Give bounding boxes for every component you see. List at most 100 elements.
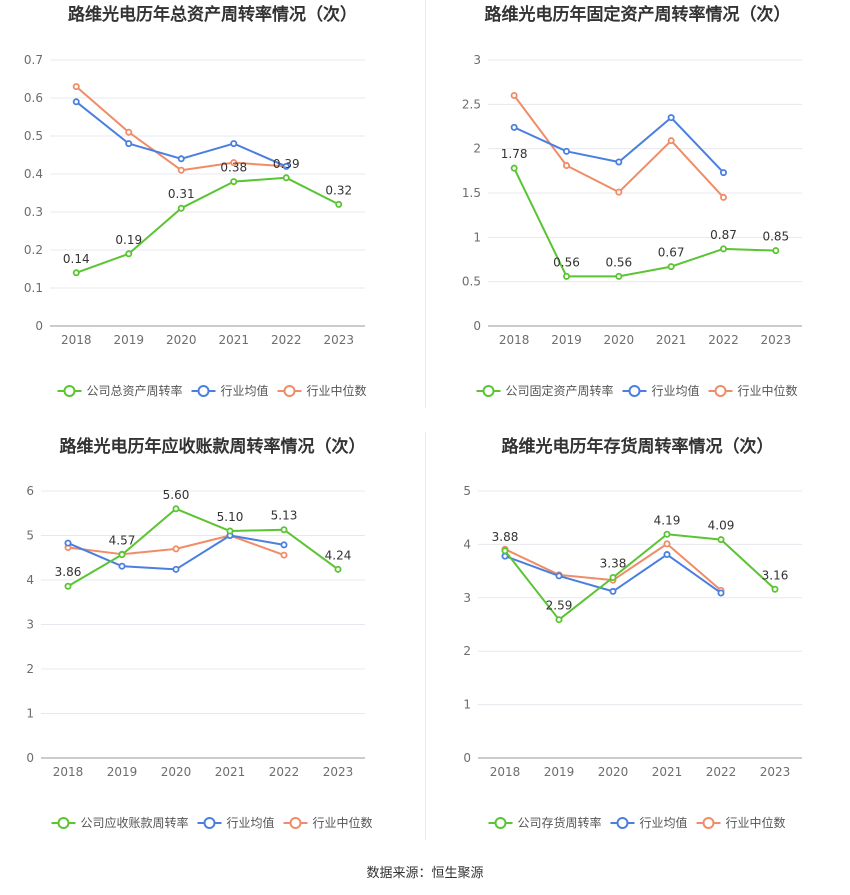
legend-item-avg[interactable]: 行业均值 bbox=[610, 815, 688, 830]
data-label: 0.56 bbox=[605, 255, 632, 269]
series-avg bbox=[64, 532, 288, 573]
data-point-median bbox=[663, 540, 671, 548]
y-tick-label: 1.5 bbox=[462, 186, 481, 200]
data-label: 5.10 bbox=[217, 510, 244, 524]
data-point-company bbox=[663, 530, 671, 538]
data-point-median bbox=[172, 545, 180, 553]
data-point-avg bbox=[125, 140, 133, 148]
legend-item-median[interactable]: 行业中位数 bbox=[277, 383, 367, 398]
vertical-divider-top bbox=[425, 0, 426, 408]
y-tick-label: 0.6 bbox=[24, 91, 43, 105]
chart-4: 路维光电历年存货周转率情况（次） 0 1 2 3 4 5 2018 2019 2020 2021 20… bbox=[463, 436, 802, 830]
data-label: 2.59 bbox=[546, 599, 573, 613]
y-tick-label: 0 bbox=[26, 751, 34, 765]
data-point-median bbox=[177, 166, 185, 174]
legend-item-median[interactable]: 行业中位数 bbox=[696, 815, 786, 830]
x-tick-label: 2020 bbox=[161, 765, 192, 779]
data-point-avg bbox=[563, 147, 571, 155]
y-tick-label: 2 bbox=[463, 644, 471, 658]
x-tick-label: 2020 bbox=[166, 333, 197, 347]
data-point-avg bbox=[615, 158, 623, 166]
data-point-avg bbox=[64, 539, 72, 547]
data-point-avg bbox=[717, 589, 725, 597]
x-tick-label: 2019 bbox=[544, 765, 575, 779]
chart-title: 路维光电历年应收账款周转率情况（次） bbox=[60, 436, 366, 457]
x-tick-label: 2018 bbox=[499, 333, 530, 347]
y-tick-label: 2.5 bbox=[462, 97, 481, 111]
legend-item-avg[interactable]: 行业均值 bbox=[622, 383, 700, 398]
x-tick-label: 2021 bbox=[652, 765, 683, 779]
series-company bbox=[64, 505, 342, 590]
data-point-median bbox=[510, 91, 518, 99]
legend-item-avg[interactable]: 行业均值 bbox=[197, 815, 275, 830]
data-point-company bbox=[335, 200, 343, 208]
y-tick-label: 1 bbox=[473, 230, 481, 244]
data-label: 4.19 bbox=[654, 513, 681, 527]
x-tick-label: 2021 bbox=[656, 333, 687, 347]
data-point-median bbox=[563, 162, 571, 170]
legend-item-company[interactable]: 公司总资产周转率 bbox=[57, 383, 183, 398]
series-company bbox=[72, 174, 343, 277]
legend-item-company[interactable]: 公司应收账款周转率 bbox=[51, 815, 189, 830]
legend-item-avg[interactable]: 行业均值 bbox=[191, 383, 269, 398]
y-tick-label: 3 bbox=[463, 591, 471, 605]
x-tick-label: 2022 bbox=[706, 765, 737, 779]
series-line-company bbox=[75, 176, 340, 274]
legend: 公司固定资产周转率 行业均值 行业中位数 bbox=[476, 383, 798, 398]
legend-item-median[interactable]: 行业中位数 bbox=[283, 815, 373, 830]
data-label: 1.78 bbox=[501, 147, 528, 161]
x-tick-label: 2022 bbox=[269, 765, 300, 779]
data-label: 3.38 bbox=[600, 557, 627, 571]
data-point-avg bbox=[609, 587, 617, 595]
data-point-company bbox=[501, 547, 509, 555]
series-median bbox=[510, 91, 728, 201]
data-point-avg bbox=[663, 551, 671, 559]
data-point-avg bbox=[510, 123, 518, 131]
data-label: 0.32 bbox=[325, 183, 352, 197]
legend-item-median[interactable]: 行业中位数 bbox=[708, 383, 798, 398]
data-source-note: 数据来源：恒生聚源 bbox=[366, 866, 484, 881]
legend-circle-icon bbox=[57, 817, 70, 829]
legend-item-company[interactable]: 公司存货周转率 bbox=[488, 815, 602, 830]
legend-circle-icon bbox=[702, 817, 715, 829]
data-point-median bbox=[720, 193, 728, 201]
data-point-avg bbox=[282, 162, 290, 170]
y-tick-label: 4 bbox=[463, 537, 471, 551]
x-tick-label: 2023 bbox=[323, 333, 354, 347]
y-tick-label: 0.1 bbox=[24, 281, 43, 295]
legend-item-company[interactable]: 公司固定资产周转率 bbox=[476, 383, 614, 398]
x-tick-label: 2019 bbox=[113, 333, 144, 347]
data-point-company bbox=[555, 616, 563, 624]
y-tick-label: 2 bbox=[473, 142, 481, 156]
data-label: 5.13 bbox=[271, 509, 298, 523]
data-point-company bbox=[280, 526, 288, 534]
x-tick-label: 2021 bbox=[218, 333, 249, 347]
legend-circle-icon bbox=[616, 817, 629, 829]
y-tick-label: 0.3 bbox=[24, 205, 43, 219]
legend: 公司总资产周转率 行业均值 行业中位数 bbox=[57, 383, 367, 398]
legend-label: 行业中位数 bbox=[738, 383, 798, 398]
data-label: 4.57 bbox=[109, 534, 136, 548]
data-point-company bbox=[125, 250, 133, 258]
x-tick-label: 2020 bbox=[598, 765, 629, 779]
y-tick-label: 0 bbox=[463, 751, 471, 765]
legend-label: 行业中位数 bbox=[307, 383, 367, 398]
data-point-company bbox=[609, 574, 617, 582]
legend-circle-icon bbox=[714, 385, 727, 397]
chart-title: 路维光电历年存货周转率情况（次） bbox=[502, 436, 774, 457]
x-tick-label: 2019 bbox=[107, 765, 138, 779]
data-label: 3.16 bbox=[762, 568, 789, 582]
legend-label: 行业均值 bbox=[640, 815, 688, 830]
data-point-avg bbox=[72, 98, 80, 106]
x-tick-label: 2023 bbox=[323, 765, 354, 779]
x-tick-label: 2018 bbox=[53, 765, 84, 779]
legend-label: 公司固定资产周转率 bbox=[506, 383, 614, 398]
data-point-median bbox=[280, 551, 288, 559]
y-tick-label: 0.5 bbox=[462, 275, 481, 289]
data-label: 0.67 bbox=[658, 246, 685, 260]
x-tick-label: 2019 bbox=[551, 333, 582, 347]
data-point-company bbox=[230, 178, 238, 186]
series-company bbox=[510, 164, 780, 280]
y-tick-label: 3 bbox=[26, 618, 34, 632]
